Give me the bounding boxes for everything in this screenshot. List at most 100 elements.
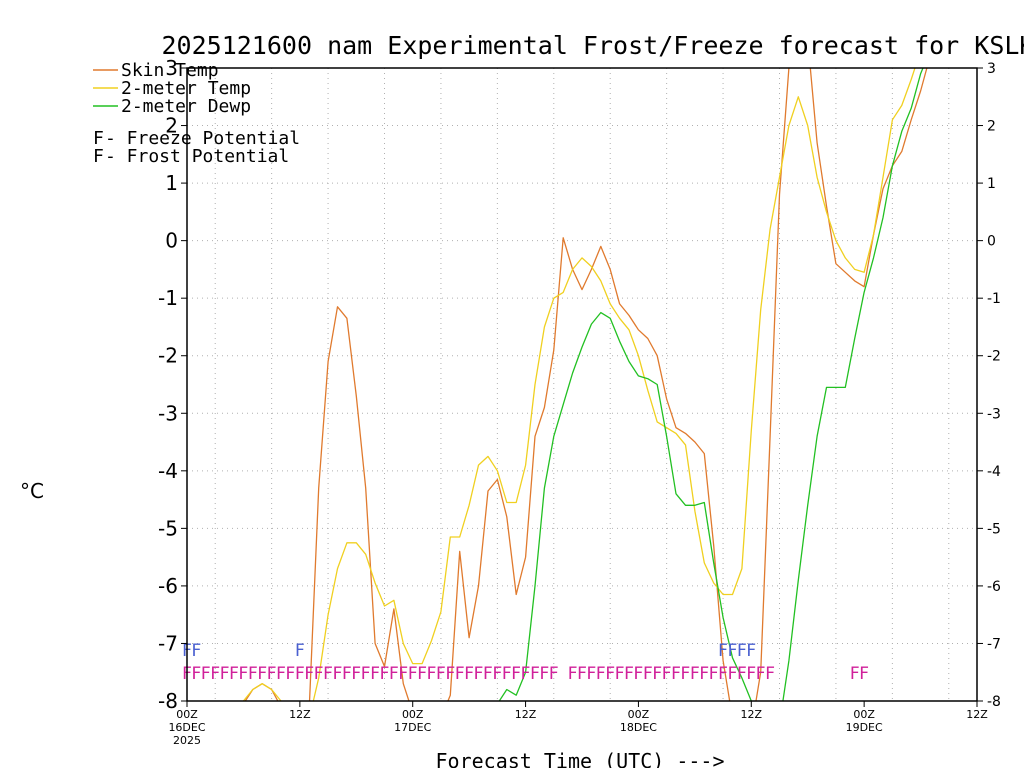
freeze-marker: F [539, 664, 549, 684]
y-tick-label-left: -6 [158, 574, 178, 598]
freeze-marker: F [662, 664, 672, 684]
frost-marker: F [737, 641, 747, 661]
legend-label-temp: 2-meter Temp [121, 78, 251, 99]
x-tick-label: 12Z [741, 708, 763, 721]
y-tick-label-left: 0 [165, 229, 178, 253]
freeze-marker: F [201, 664, 211, 684]
x-tick-label: 00Z [628, 708, 650, 721]
frost-marker: F [728, 641, 738, 661]
x-tick-date: 17DEC [394, 721, 431, 734]
freeze-marker: F [492, 664, 502, 684]
freeze-marker: F [530, 664, 540, 684]
freeze-marker: F [502, 664, 512, 684]
freeze-marker: F [756, 664, 766, 684]
y-tick-label-left: 3 [165, 56, 178, 80]
freeze-marker: F [220, 664, 230, 684]
freeze-marker: F [690, 664, 700, 684]
freeze-marker: F [361, 664, 371, 684]
frost-marker: F [718, 641, 728, 661]
freeze-marker: F [248, 664, 258, 684]
freeze-marker: F [587, 664, 597, 684]
freeze-marker: F [709, 664, 719, 684]
freeze-marker: F [718, 664, 728, 684]
potential-glyph-frost: F [93, 146, 104, 167]
freeze-marker: F [728, 664, 738, 684]
y-axis-left: -8 -7 -6 -5 -4 -3 -2 -1 0 1 2 3 [158, 56, 187, 713]
y-tick-label-right: 1 [987, 176, 996, 192]
freeze-marker: F [474, 664, 484, 684]
freeze-marker: F [624, 664, 634, 684]
freeze-marker: F [596, 664, 606, 684]
freeze-marker: F [549, 664, 559, 684]
frost-marker: F [295, 641, 305, 661]
freeze-marker: F [521, 664, 531, 684]
y-tick-label-left: -4 [158, 459, 178, 483]
y-tick-label-left: -8 [158, 689, 178, 713]
x-tick-date: 19DEC [846, 721, 883, 734]
freeze-marker: F [304, 664, 314, 684]
freeze-marker: F [389, 664, 399, 684]
freeze-marker: F [239, 664, 249, 684]
frost-marker: F [746, 641, 756, 661]
freeze-marker: F [295, 664, 305, 684]
freeze-marker: F [483, 664, 493, 684]
freeze-marker: F [436, 664, 446, 684]
freeze-marker: F [859, 664, 869, 684]
y-axis-right: -8 -7 -6 -5 -4 -3 -2 -1 0 1 2 3 [977, 61, 1001, 710]
freeze-marker: F [643, 664, 653, 684]
y-tick-label-left: -1 [158, 286, 178, 310]
freeze-marker: F [511, 664, 521, 684]
freeze-marker: F [333, 664, 343, 684]
freeze-marker: F [351, 664, 361, 684]
freeze-marker: F [427, 664, 437, 684]
freeze-marker: F [577, 664, 587, 684]
freeze-marker: F [408, 664, 418, 684]
freeze-marker: F [417, 664, 427, 684]
freeze-marker: F [380, 664, 390, 684]
freeze-marker: F [699, 664, 709, 684]
x-tick-label: 00Z [176, 708, 198, 721]
freeze-marker: F [634, 664, 644, 684]
x-tick-date: 18DEC [620, 721, 657, 734]
y-tick-label-right: 3 [987, 61, 996, 77]
freeze-marker: F [229, 664, 239, 684]
freeze-marker: F [342, 664, 352, 684]
x-tick-label: 12Z [289, 708, 311, 721]
y-tick-label-left: 2 [165, 114, 178, 138]
y-tick-label-right: 2 [987, 119, 996, 135]
y-tick-label-right: -2 [987, 349, 1001, 365]
y-tick-label-left: -3 [158, 401, 178, 425]
y-tick-label-right: 0 [987, 234, 996, 250]
x-tick-label: 12Z [515, 708, 537, 721]
series-line-skin [244, 68, 928, 701]
legend-label-dewp: 2-meter Dewp [121, 96, 251, 117]
series-line-temp [242, 68, 916, 701]
x-axis-label: Forecast Time (UTC) ---> [436, 749, 725, 768]
freeze-marker: F [398, 664, 408, 684]
x-tick-year: 2025 [173, 734, 201, 747]
freeze-marker: F [370, 664, 380, 684]
y-tick-label-left: -7 [158, 631, 178, 655]
potential-glyph-freeze: F [93, 128, 104, 149]
chart-title: 2025121600 nam Experimental Frost/Freeze… [162, 31, 1024, 60]
y-tick-label-left: -2 [158, 344, 178, 368]
freeze-marker: F [276, 664, 286, 684]
freeze-marker: F [445, 664, 455, 684]
freeze-marker: F [192, 664, 202, 684]
freeze-marker: F [737, 664, 747, 684]
y-tick-label-left: 1 [165, 171, 178, 195]
freeze-marker: F [605, 664, 615, 684]
y-tick-label-right: -1 [987, 291, 1001, 307]
x-tick-label: 00Z [853, 708, 875, 721]
x-tick-label: 00Z [402, 708, 424, 721]
freeze-marker: F [652, 664, 662, 684]
y-tick-label-right: -5 [987, 521, 1001, 537]
freeze-marker: F [850, 664, 860, 684]
grid [187, 68, 977, 701]
legend-label-skin: Skin Temp [121, 60, 219, 81]
y-tick-label-right: -8 [987, 694, 1001, 710]
